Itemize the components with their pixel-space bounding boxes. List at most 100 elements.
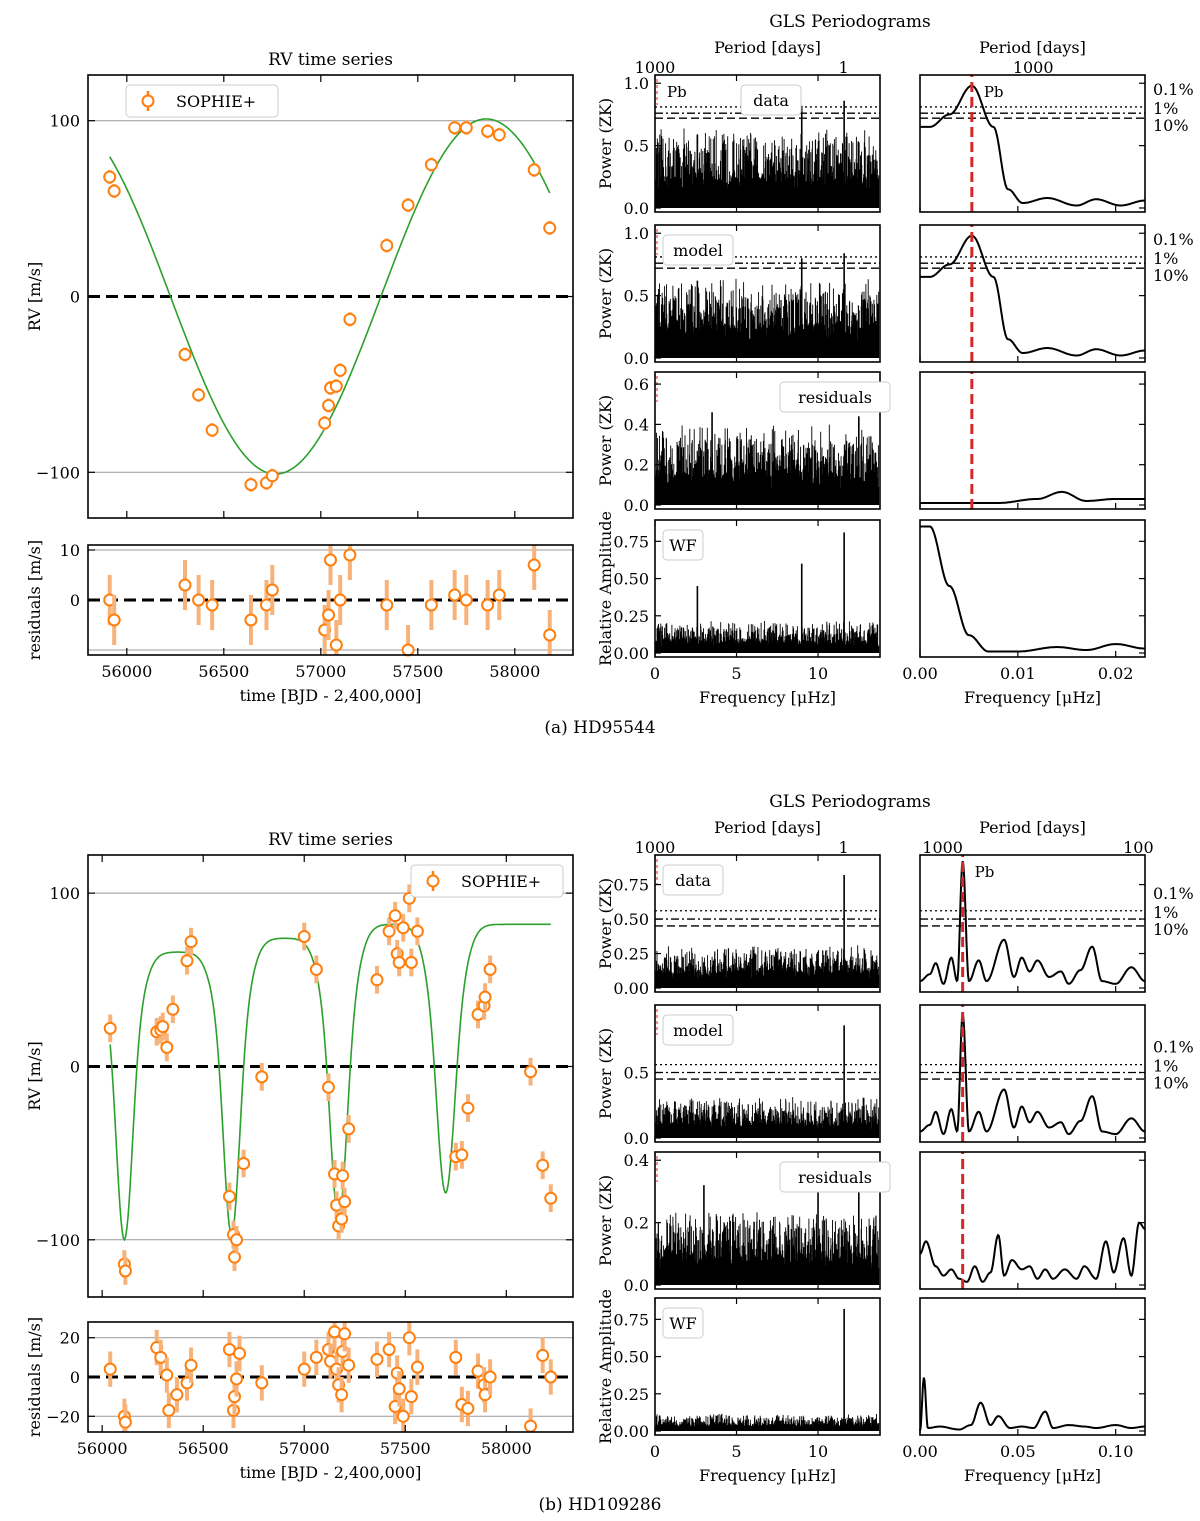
rv-data-point [544,1191,558,1205]
gls-x-tick-label: 0.01 [1000,664,1036,683]
res-data-point [424,598,438,612]
gls-fap-label: 0.1% [1153,884,1194,903]
rv-y-tick-label: 100 [49,884,80,903]
rv-data-point [478,990,492,1004]
gls-row-label-box [779,1161,891,1193]
res-data-point [335,1388,349,1402]
rv-title: RV time series [268,50,393,70]
res-data-point [265,583,279,597]
res-y-tick-label: −20 [46,1407,80,1426]
gls-left-frame [654,519,881,658]
res-data-point [401,643,415,657]
res-data-point [481,598,495,612]
gls-y-label: Relative Amplitude [596,1289,615,1444]
rv-data-point [103,170,117,184]
rv-data-point [401,198,415,212]
rv-y-label: RV [m/s] [25,262,44,331]
gls-right-curve [919,1377,1145,1432]
rv-data-point [424,158,438,172]
rv-y-tick-label: 0 [70,1057,80,1076]
rv-data-point [338,1195,352,1209]
gls-x-tick-label: 0 [650,664,660,683]
gls-row-label: data [753,91,789,110]
gls-left-frame [654,224,881,363]
gls-left-spectrum [655,1413,880,1431]
gls-y-tick-label: 0.5 [624,1064,649,1083]
rv-data-point [448,121,462,135]
gls-x-label: Frequency [μHz] [699,1466,836,1485]
rv-data-point [178,348,192,362]
gls-left-spectrum [655,945,880,988]
rv-data-point [483,962,497,976]
rv-data-point [230,1233,244,1247]
gls-x-tick-label: 10 [808,664,828,683]
gls-left-frame [654,1151,881,1290]
rv-y-tick-label: −100 [36,1231,80,1250]
gls-row-label-box [662,864,724,896]
gls-right-curve [920,525,1145,653]
rv-legend-label: SOPHIE+ [461,872,541,891]
rv-frame [87,74,574,519]
res-y-label: residuals [m/s] [25,1317,44,1437]
res-x-tick-label: 57000 [295,662,346,681]
gls-right-frame [919,224,1146,363]
gls-row-label: residuals [798,388,872,407]
rv-data-point [404,955,418,969]
gls-period-tick: 1 [839,838,849,857]
gls-y-tick-label: 0.0 [624,1129,649,1148]
res-x-tick-label: 56000 [101,662,152,681]
gls-right-frame [919,1004,1146,1143]
res-data-point [459,593,473,607]
rv-data-point [156,1020,170,1034]
rv-data-point [192,388,206,402]
res-data-point [527,558,541,572]
rv-data-point [318,416,332,430]
res-data-point [492,588,506,602]
res-data-point [483,1370,497,1384]
rv-data-point [461,1101,475,1115]
res-data-point [329,638,343,652]
res-x-tick-label: 56500 [198,662,249,681]
gls-x-tick-label: 0.00 [902,664,938,683]
res-data-point [328,1325,342,1339]
res-data-point [233,1346,247,1360]
rv-y-tick-label: 100 [49,112,80,131]
rv-data-point [329,379,343,393]
rv-data-point [160,1040,174,1054]
gls-y-label: Power (ZK) [596,248,615,339]
gls-period-tick: 1000 [922,838,963,857]
rv-frame [87,854,574,1298]
res-x-label: time [BJD - 2,400,000] [240,1463,422,1482]
gls-left-spectrum [655,278,880,358]
gls-fap-label: 0.1% [1153,230,1194,249]
gls-y-tick-label: 0.25 [613,1385,649,1404]
res-x-tick-label: 56500 [178,1439,229,1458]
gls-fap-label: 0.1% [1153,80,1194,99]
gls-x-tick-label: 5 [731,1442,741,1461]
gls-y-tick-label: 0.50 [613,1348,649,1367]
rv-data-point [396,921,410,935]
res-data-point [404,1390,418,1404]
gls-right-curve [919,861,1146,985]
res-x-tick-label: 56000 [77,1439,128,1458]
rv-data-point [370,973,384,987]
gls-row-label-box [740,84,802,116]
res-data-point [396,1409,410,1423]
res-y-tick-label: 0 [70,1368,80,1387]
rv-data-point [265,469,279,483]
gls-right-curve [920,234,1145,357]
rv-data-point [222,1189,236,1203]
res-data-point [342,1358,356,1372]
gls-x-tick-label: 10 [808,1442,828,1461]
res-data-point [382,1343,396,1356]
rv-data-point [237,1157,251,1171]
gls-row-label: model [673,241,723,260]
gls-pb-label: Pb [975,863,995,881]
rv-data-point [205,423,219,437]
gls-y-tick-label: 0.75 [613,876,649,895]
rv-y-label: RV [m/s] [25,1041,44,1110]
res-data-point [255,1376,269,1390]
res-data-point [107,613,121,627]
gls-right-frame [919,1151,1146,1290]
rv-data-point [321,1080,335,1094]
